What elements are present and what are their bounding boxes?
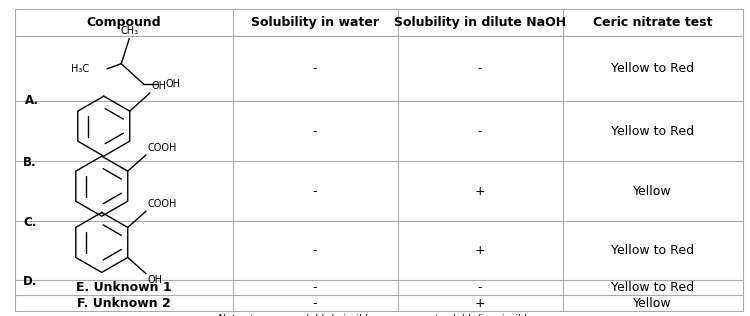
Text: F. Unknown 2: F. Unknown 2 [76,297,170,310]
Text: -: - [313,297,317,310]
Text: Yellow to Red: Yellow to Red [611,244,694,257]
Text: Solubility in water: Solubility in water [251,16,379,29]
Text: -: - [313,62,317,75]
Text: CH₃: CH₃ [120,26,138,36]
Text: Yellow to Red: Yellow to Red [611,125,694,138]
Text: Solubility in dilute NaOH: Solubility in dilute NaOH [394,16,566,29]
Text: Yellow: Yellow [633,297,672,310]
Text: Note: + means soluble/miscible  - means not soluble/immiscible: Note: + means soluble/miscible - means n… [217,314,532,316]
Text: -: - [478,281,482,294]
Text: E. Unknown 1: E. Unknown 1 [76,281,172,294]
Text: D.: D. [23,275,38,288]
Text: OH: OH [148,276,163,285]
Text: A.: A. [25,94,39,107]
Text: Yellow: Yellow [633,185,672,198]
Text: +: + [475,297,485,310]
Text: +: + [475,185,485,198]
Text: +: + [475,244,485,257]
Text: Yellow to Red: Yellow to Red [611,62,694,75]
Text: OH: OH [152,81,166,91]
Text: H₃C: H₃C [71,64,89,74]
Text: C.: C. [23,216,36,229]
Text: -: - [313,125,317,138]
Text: -: - [478,125,482,138]
Text: -: - [478,62,482,75]
Text: Compound: Compound [86,16,161,29]
Text: COOH: COOH [148,199,177,210]
Text: OH: OH [165,79,180,89]
Text: COOH: COOH [148,143,177,153]
Text: Ceric nitrate test: Ceric nitrate test [592,16,712,29]
Text: Yellow to Red: Yellow to Red [611,281,694,294]
Text: -: - [313,244,317,257]
Text: B.: B. [23,156,37,169]
Text: -: - [313,281,317,294]
Text: -: - [313,185,317,198]
